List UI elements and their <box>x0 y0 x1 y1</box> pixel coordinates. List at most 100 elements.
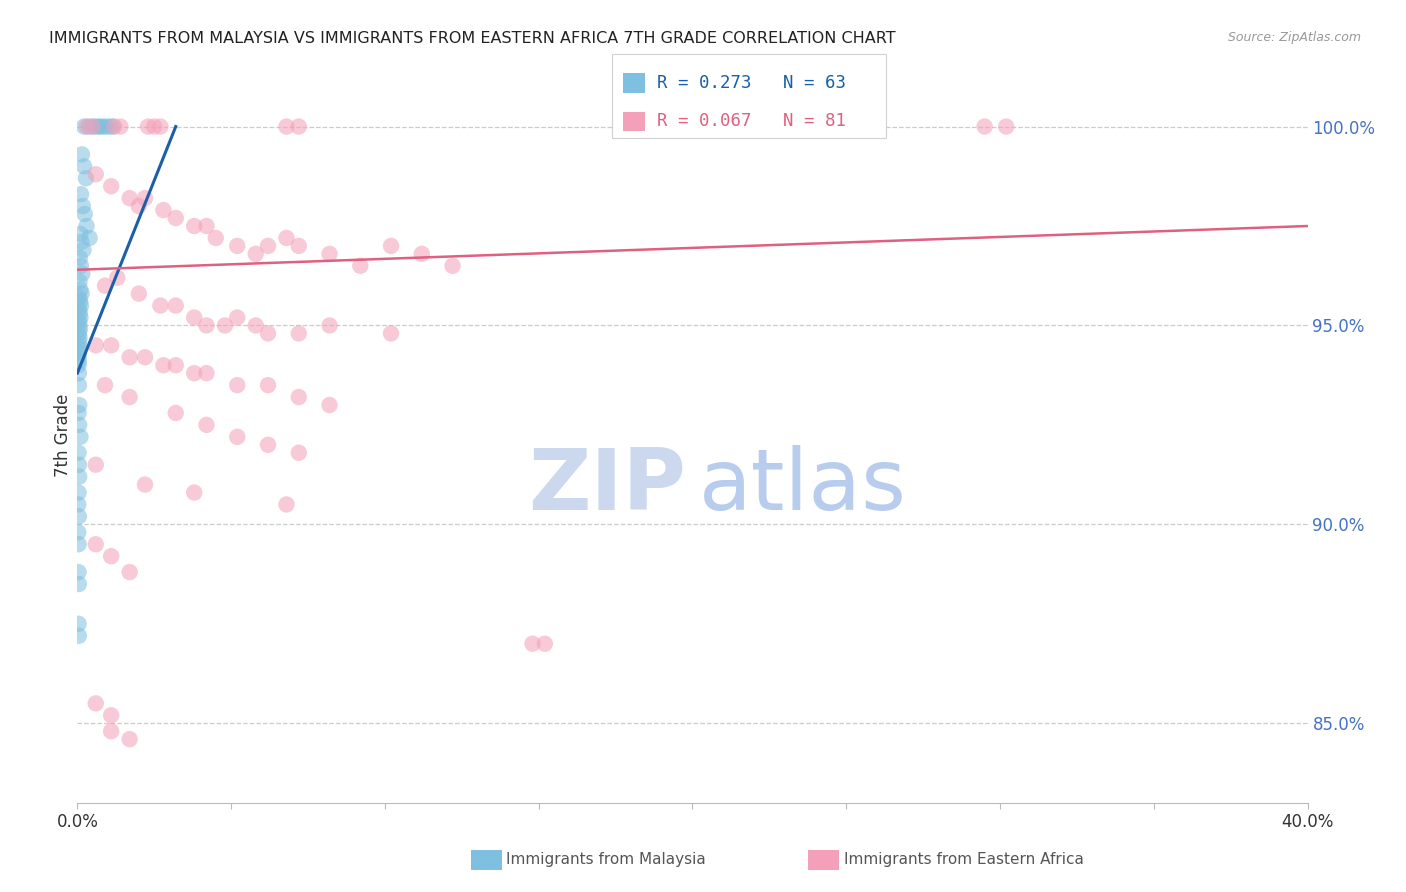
Point <box>134 351 156 365</box>
Point <box>77 120 100 134</box>
Point <box>441 259 464 273</box>
Y-axis label: 7th Grade: 7th Grade <box>55 393 73 476</box>
Point <box>276 120 298 134</box>
Point <box>94 278 117 293</box>
Point <box>101 120 124 134</box>
Point <box>288 120 311 134</box>
Point <box>380 239 402 253</box>
Point <box>257 438 280 452</box>
Point <box>94 120 117 134</box>
Point <box>73 207 96 221</box>
Text: Immigrants from Eastern Africa: Immigrants from Eastern Africa <box>844 853 1084 867</box>
Point <box>276 498 298 512</box>
Point <box>73 120 96 134</box>
Point <box>70 147 93 161</box>
Point <box>67 358 90 372</box>
Point <box>195 417 218 432</box>
Point <box>70 299 93 313</box>
Point <box>67 537 90 551</box>
Point <box>67 343 90 357</box>
Point <box>183 366 205 380</box>
Point <box>84 338 107 352</box>
Point <box>183 310 205 325</box>
Point <box>183 485 205 500</box>
Point <box>105 270 128 285</box>
Point <box>67 525 90 540</box>
Point <box>149 120 172 134</box>
Point <box>69 227 91 241</box>
Point <box>349 259 371 273</box>
Point <box>257 239 280 253</box>
Point <box>411 247 433 261</box>
Text: Immigrants from Malaysia: Immigrants from Malaysia <box>506 853 706 867</box>
Point <box>67 446 90 460</box>
Point <box>165 211 187 225</box>
Point <box>110 120 132 134</box>
Point <box>67 326 90 341</box>
Point <box>67 338 90 352</box>
Point <box>118 390 141 404</box>
Point <box>67 565 90 579</box>
Point <box>67 509 90 524</box>
Point <box>195 366 218 380</box>
Point <box>995 120 1018 134</box>
Point <box>67 302 90 317</box>
Point <box>72 243 94 257</box>
Point <box>195 318 218 333</box>
Point <box>226 310 249 325</box>
Point <box>67 577 90 591</box>
Point <box>70 187 93 202</box>
Text: ZIP: ZIP <box>529 445 686 528</box>
Point <box>226 239 249 253</box>
Point <box>69 251 91 265</box>
Point <box>89 120 111 134</box>
Point <box>100 179 122 194</box>
Point <box>69 310 91 325</box>
Point <box>288 326 311 341</box>
Point <box>195 219 218 233</box>
Point <box>69 430 91 444</box>
Point <box>72 199 94 213</box>
Point <box>76 219 98 233</box>
Point <box>118 732 141 747</box>
Point <box>152 203 174 218</box>
Point <box>214 318 236 333</box>
Point <box>70 267 93 281</box>
Point <box>183 219 205 233</box>
Point <box>69 283 91 297</box>
Point <box>288 390 311 404</box>
Point <box>98 120 121 134</box>
Point <box>165 299 187 313</box>
Point <box>84 167 107 181</box>
Point <box>100 708 122 723</box>
Point <box>69 330 91 344</box>
Point <box>76 120 98 134</box>
Point <box>143 120 166 134</box>
Point <box>84 697 107 711</box>
Point <box>118 565 141 579</box>
Point <box>82 120 104 134</box>
Point <box>318 247 340 261</box>
Point <box>149 299 172 313</box>
Point <box>69 306 91 320</box>
Point <box>84 537 107 551</box>
Point <box>100 724 122 739</box>
Point <box>136 120 159 134</box>
Point <box>69 318 91 333</box>
Point <box>84 458 107 472</box>
Point <box>67 498 90 512</box>
Point <box>204 231 226 245</box>
Point <box>67 616 90 631</box>
Point <box>534 637 557 651</box>
Point <box>100 338 122 352</box>
Text: Source: ZipAtlas.com: Source: ZipAtlas.com <box>1227 31 1361 45</box>
Point <box>67 469 90 483</box>
Point <box>69 322 91 336</box>
Text: IMMIGRANTS FROM MALAYSIA VS IMMIGRANTS FROM EASTERN AFRICA 7TH GRADE CORRELATION: IMMIGRANTS FROM MALAYSIA VS IMMIGRANTS F… <box>49 31 896 46</box>
Point <box>86 120 108 134</box>
Point <box>67 417 90 432</box>
Point <box>165 358 187 372</box>
Point <box>245 247 267 261</box>
Point <box>75 171 97 186</box>
Point <box>103 120 125 134</box>
